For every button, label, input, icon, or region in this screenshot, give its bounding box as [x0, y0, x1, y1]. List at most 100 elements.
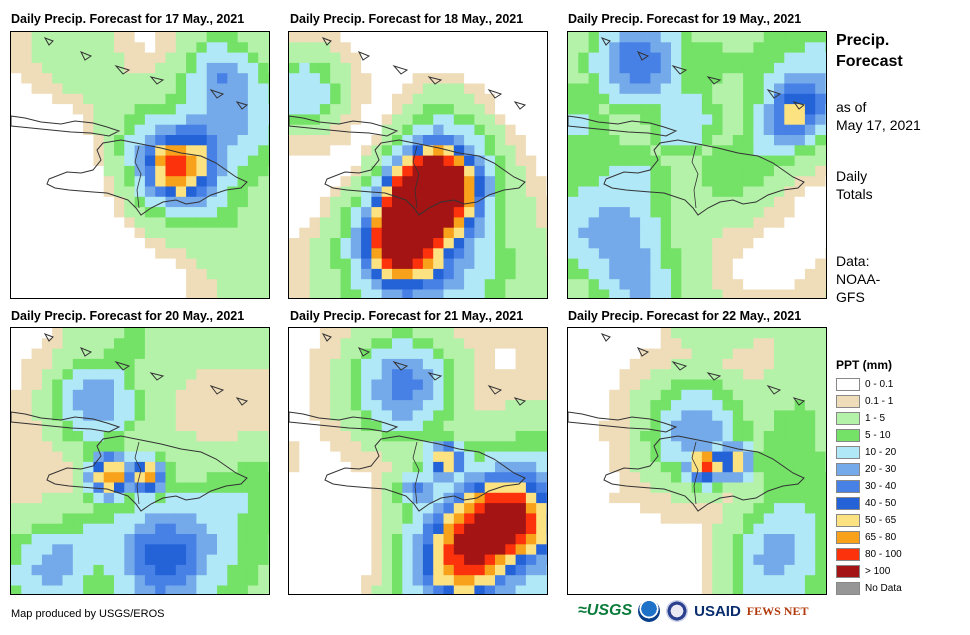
precip-cell — [691, 544, 703, 556]
precip-cell — [525, 73, 537, 84]
precip-cell — [41, 523, 53, 535]
precip-cell — [350, 513, 362, 525]
precip-cell — [484, 441, 496, 453]
precip-cell — [464, 124, 475, 136]
precip-cell — [227, 155, 239, 167]
precip-cell — [650, 431, 662, 442]
precip-cell — [93, 400, 105, 411]
precip-cell — [588, 544, 600, 556]
precip-cell — [330, 410, 341, 422]
precip-cell — [804, 503, 816, 514]
precip-cell — [155, 268, 166, 280]
precip-cell — [619, 124, 631, 136]
precip-cell — [629, 472, 641, 483]
precip-cell — [681, 186, 693, 198]
precip-cell — [319, 207, 331, 218]
legend-label: 50 - 65 — [865, 515, 897, 526]
precip-cell — [453, 451, 465, 463]
precip-cell — [732, 32, 744, 43]
precip-cell — [41, 42, 53, 54]
precip-cell — [237, 258, 249, 270]
precip-cell — [175, 135, 187, 146]
precip-cell — [629, 544, 641, 556]
precip-cell — [299, 348, 311, 360]
precip-cell — [681, 155, 693, 167]
precip-cell — [598, 207, 610, 218]
precip-cell — [144, 369, 156, 380]
precip-cell — [319, 575, 331, 586]
precip-cell — [443, 338, 455, 350]
precip-cell — [495, 176, 506, 187]
precip-cell — [743, 217, 754, 229]
precip-cell — [681, 451, 693, 463]
precip-cell — [11, 369, 22, 380]
precip-cell — [578, 32, 590, 43]
coastline-path — [324, 139, 526, 216]
precip-cell — [660, 492, 672, 504]
precip-grid — [289, 328, 547, 594]
precip-cell — [247, 410, 259, 422]
precip-cell — [546, 248, 547, 260]
precip-cell — [422, 145, 434, 157]
precip-cell — [753, 461, 765, 473]
precip-cell — [31, 227, 43, 239]
precip-cell — [83, 73, 94, 84]
precip-cell — [568, 564, 579, 576]
precip-cell — [753, 513, 765, 525]
precip-cell — [536, 492, 547, 504]
precip-cell — [340, 155, 352, 167]
precip-cell — [443, 32, 455, 43]
precip-cell — [515, 523, 527, 535]
precip-cell — [350, 410, 362, 422]
precip-cell — [722, 104, 734, 115]
precip-cell — [319, 400, 331, 411]
precip-cell — [330, 186, 341, 198]
precip-cell — [206, 186, 218, 198]
precip-cell — [309, 32, 321, 43]
precip-cell — [619, 217, 631, 229]
precip-cell — [784, 186, 796, 198]
precip-cell — [227, 328, 239, 339]
precip-cell — [196, 513, 208, 525]
precip-cell — [52, 42, 63, 54]
precip-cell — [21, 410, 33, 422]
precip-cell — [289, 104, 300, 115]
precip-cell — [186, 431, 197, 442]
precip-cell — [237, 554, 249, 566]
precip-cell — [774, 124, 785, 136]
precip-cell — [505, 155, 517, 167]
precip-cell — [103, 32, 115, 43]
precip-cell — [660, 482, 672, 494]
precip-cell — [763, 472, 775, 483]
precip-cell — [546, 217, 547, 229]
precip-cell — [319, 358, 331, 370]
precip-cell — [289, 348, 300, 360]
precip-cell — [381, 258, 393, 270]
precip-cell — [11, 289, 22, 298]
precip-cell — [525, 258, 537, 270]
precip-cell — [165, 389, 177, 401]
precip-cell — [701, 451, 713, 463]
precip-cell — [691, 585, 703, 594]
precip-cell — [578, 379, 590, 391]
precip-cell — [52, 503, 63, 514]
precip-cell — [155, 196, 166, 208]
precip-cell — [568, 482, 579, 494]
precip-cell — [515, 348, 527, 360]
precip-cell — [299, 73, 311, 84]
precip-cell — [422, 124, 434, 136]
precip-cell — [268, 338, 269, 350]
precip-cell — [763, 279, 775, 290]
precip-cell — [474, 585, 486, 594]
precip-cell — [525, 523, 537, 535]
precip-cell — [578, 176, 590, 187]
precip-cell — [196, 248, 208, 260]
precip-cell — [609, 513, 620, 525]
precip-cell — [268, 523, 269, 535]
map-panel-6 — [567, 327, 827, 595]
precip-cell — [11, 338, 22, 350]
precip-cell — [371, 73, 383, 84]
precip-cell — [701, 165, 713, 177]
legend-swatch — [836, 395, 860, 408]
precip-cell — [515, 217, 527, 229]
